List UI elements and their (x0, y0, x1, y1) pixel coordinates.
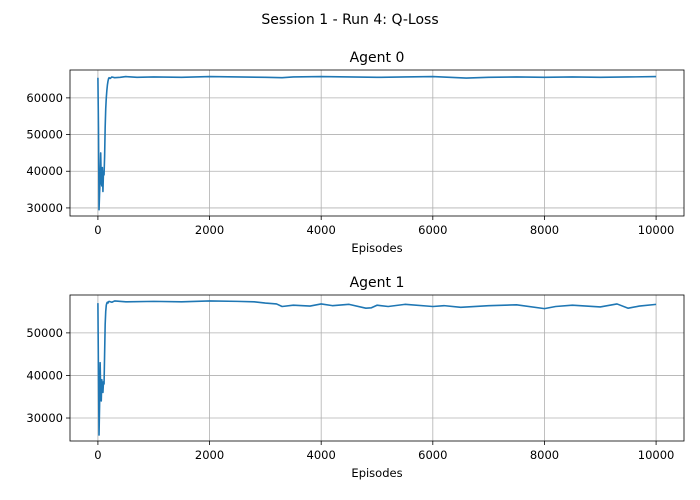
x-tick-label: 4000 (307, 223, 336, 237)
x-tick-label: 0 (94, 448, 101, 462)
x-axis-label: Episodes (351, 241, 402, 255)
x-tick-label: 0 (94, 223, 101, 237)
x-tick-label: 10000 (638, 448, 675, 462)
x-tick-label: 4000 (307, 448, 336, 462)
y-tick-label: 40000 (26, 164, 63, 178)
series-line (97, 300, 657, 436)
series-line (97, 75, 657, 211)
subplot-title: Agent 1 (350, 275, 405, 291)
x-tick-label: 2000 (195, 223, 224, 237)
axes-frame (69, 294, 685, 442)
x-tick-label: 2000 (195, 448, 224, 462)
axes-frame (69, 69, 685, 217)
x-tick-label: 10000 (638, 223, 675, 237)
x-tick-label: 6000 (418, 448, 447, 462)
subplot-0: 0 2000 4000 6000 8000 10000 30000 40000 50000 600… (26, 50, 685, 255)
y-tick-label: 60000 (26, 91, 63, 105)
y-tick-label: 50000 (26, 128, 63, 142)
x-tick-label: 6000 (418, 223, 447, 237)
x-tick-label: 8000 (530, 223, 559, 237)
subplot-1: 0 2000 4000 6000 8000 10000 30000 40000 50000 Age… (26, 275, 685, 480)
y-tick-label: 30000 (26, 201, 63, 215)
x-axis-label: Episodes (351, 466, 402, 480)
figure-suptitle: Session 1 - Run 4: Q-Loss (261, 12, 438, 28)
y-tick-label: 30000 (26, 411, 63, 425)
subplot-title: Agent 0 (350, 50, 405, 66)
y-tick-label: 50000 (26, 326, 63, 340)
x-tick-label: 8000 (530, 448, 559, 462)
y-tick-label: 40000 (26, 368, 63, 382)
